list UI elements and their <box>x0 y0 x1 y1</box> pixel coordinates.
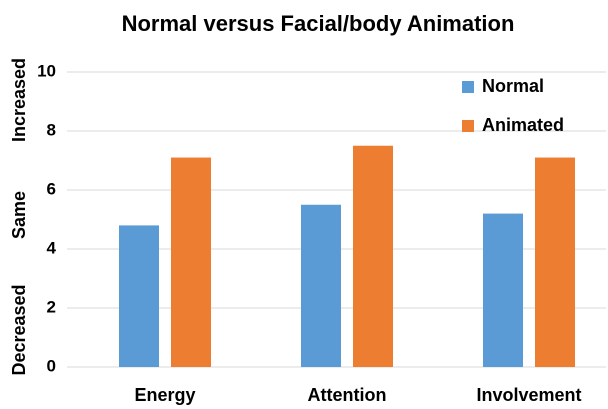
legend-swatch <box>462 120 474 132</box>
bar <box>171 157 211 367</box>
bar <box>301 204 341 367</box>
y-tick-label: 0 <box>47 356 56 375</box>
y-tick-label: 8 <box>47 120 56 139</box>
bar <box>353 145 393 367</box>
legend-swatch <box>462 81 474 93</box>
legend-label: Animated <box>482 115 564 135</box>
legend-label: Normal <box>482 76 544 96</box>
x-tick-label: Energy <box>134 385 195 405</box>
y-tick-label: 6 <box>47 179 56 198</box>
chart-title: Normal versus Facial/body Animation <box>122 11 515 36</box>
bar <box>535 157 575 367</box>
bar <box>483 213 523 367</box>
y-annotation: Decreased <box>9 284 29 375</box>
y-annotation: Same <box>9 191 29 239</box>
y-tick-label: 2 <box>47 297 56 316</box>
y-tick-label: 10 <box>37 61 56 80</box>
y-tick-label: 4 <box>47 238 57 257</box>
x-tick-label: Attention <box>308 385 387 405</box>
bar <box>119 225 159 367</box>
y-annotation: Increased <box>9 58 29 142</box>
x-tick-label: Involvement <box>476 385 581 405</box>
